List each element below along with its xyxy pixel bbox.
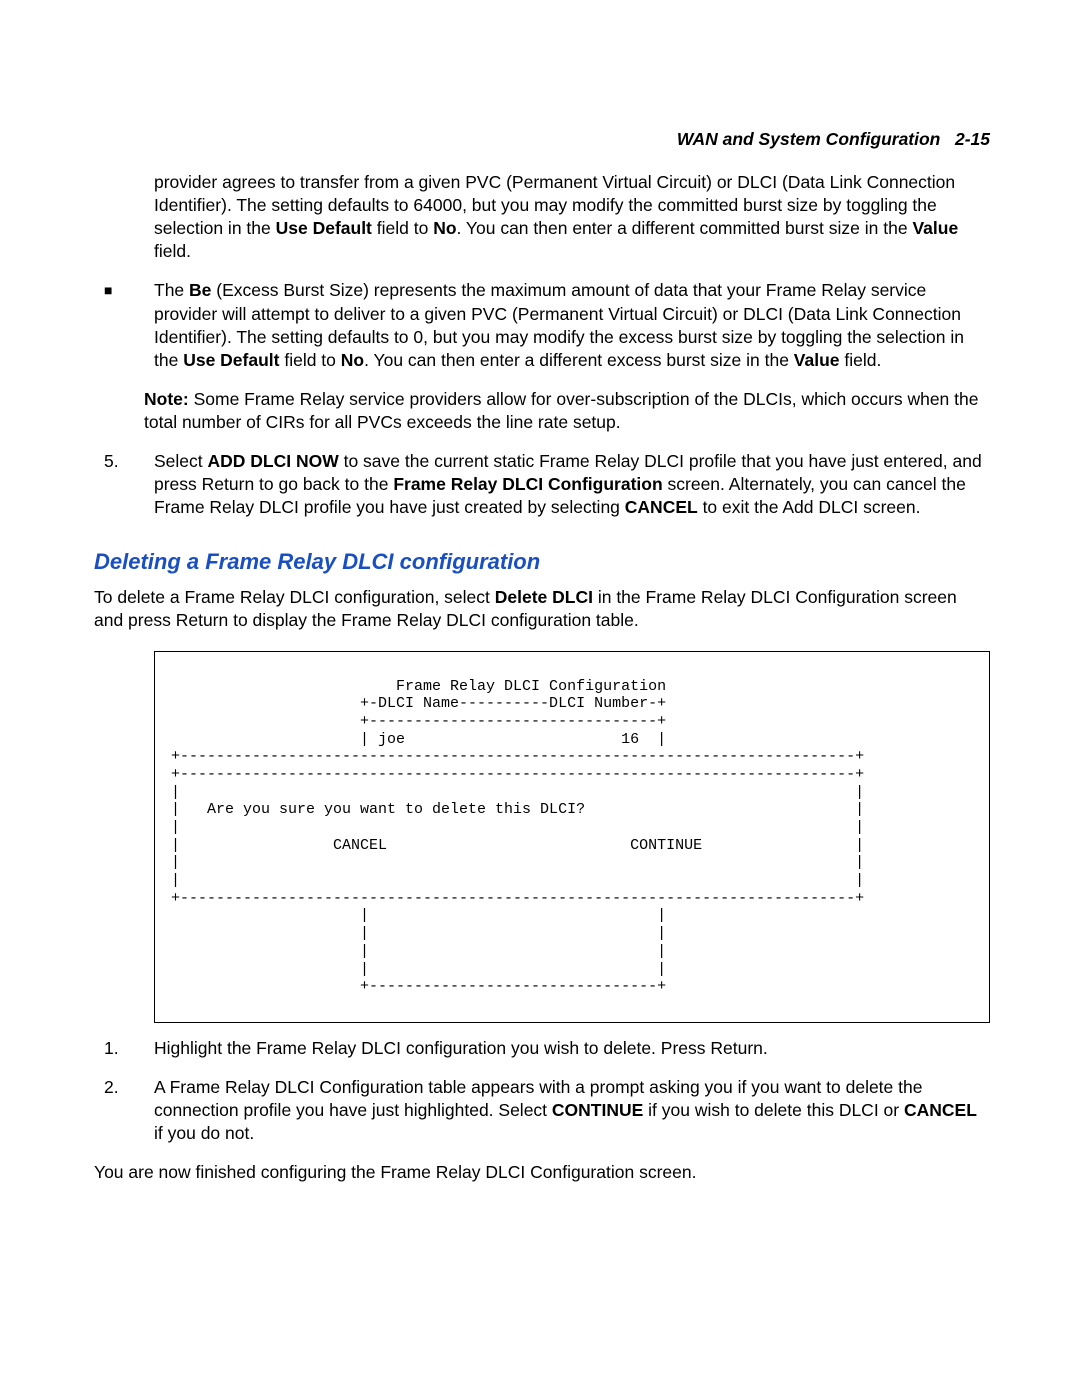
text: field to [279, 350, 340, 370]
note-text: Some Frame Relay service providers allow… [144, 389, 978, 432]
delete-intro: To delete a Frame Relay DLCI configurati… [94, 586, 990, 632]
bold-value: Value [794, 350, 840, 370]
running-header: WAN and System Configuration 2-15 [94, 128, 990, 151]
terminal-text: Frame Relay DLCI Configuration +-DLCI Na… [171, 678, 973, 996]
text: The [154, 280, 189, 300]
section-heading-deleting: Deleting a Frame Relay DLCI configuratio… [94, 547, 990, 576]
bullet-body: The Be (Excess Burst Size) represents th… [154, 279, 990, 371]
text: field. [154, 241, 191, 261]
note-block: Note: Some Frame Relay service providers… [94, 388, 990, 434]
text: to exit the Add DLCI screen. [698, 497, 921, 517]
numbered-step-5: 5. Select ADD DLCI NOW to save the curre… [94, 450, 990, 519]
text: . You can then enter a different committ… [457, 218, 913, 238]
step-marker: 1. [104, 1037, 154, 1060]
terminal-screenshot: Frame Relay DLCI Configuration +-DLCI Na… [154, 651, 990, 1023]
numbered-step-2: 2. A Frame Relay DLCI Configuration tabl… [94, 1076, 990, 1145]
step-body: Select ADD DLCI NOW to save the current … [154, 450, 990, 519]
bold-use-default: Use Default [276, 218, 372, 238]
text: field. [840, 350, 882, 370]
step-body: Highlight the Frame Relay DLCI configura… [154, 1037, 990, 1060]
text: . You can then enter a different excess … [364, 350, 794, 370]
page-ref: 2-15 [955, 129, 990, 149]
closing-paragraph: You are now finished configuring the Fra… [94, 1161, 990, 1184]
text: if you do not. [154, 1123, 254, 1143]
bold-continue: CONTINUE [552, 1100, 643, 1120]
bullet-marker: ■ [104, 279, 154, 371]
bold-no: No [433, 218, 456, 238]
continuation-paragraph: provider agrees to transfer from a given… [94, 171, 990, 263]
text: field to [372, 218, 433, 238]
bold-cancel: CANCEL [625, 497, 698, 517]
numbered-step-1: 1. Highlight the Frame Relay DLCI config… [94, 1037, 990, 1060]
bold-use-default: Use Default [183, 350, 279, 370]
text: if you wish to delete this DLCI or [643, 1100, 904, 1120]
bold-no: No [341, 350, 364, 370]
bold-be: Be [189, 280, 211, 300]
bullet-be: ■ The Be (Excess Burst Size) represents … [94, 279, 990, 371]
note-label: Note: [144, 389, 189, 409]
text: To delete a Frame Relay DLCI configurati… [94, 587, 495, 607]
bold-frame-relay-config: Frame Relay DLCI Configuration [393, 474, 662, 494]
step-body: A Frame Relay DLCI Configuration table a… [154, 1076, 990, 1145]
bold-add-dlci-now: ADD DLCI NOW [208, 451, 339, 471]
page: WAN and System Configuration 2-15 provid… [0, 0, 1080, 1397]
step-marker: 5. [104, 450, 154, 519]
text: Select [154, 451, 208, 471]
running-title: WAN and System Configuration [677, 129, 940, 149]
step-marker: 2. [104, 1076, 154, 1145]
bold-cancel: CANCEL [904, 1100, 977, 1120]
bold-delete-dlci: Delete DLCI [495, 587, 593, 607]
bold-value: Value [912, 218, 958, 238]
